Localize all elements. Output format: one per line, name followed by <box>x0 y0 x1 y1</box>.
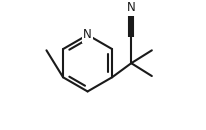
Text: N: N <box>83 28 92 41</box>
Text: N: N <box>127 1 136 14</box>
